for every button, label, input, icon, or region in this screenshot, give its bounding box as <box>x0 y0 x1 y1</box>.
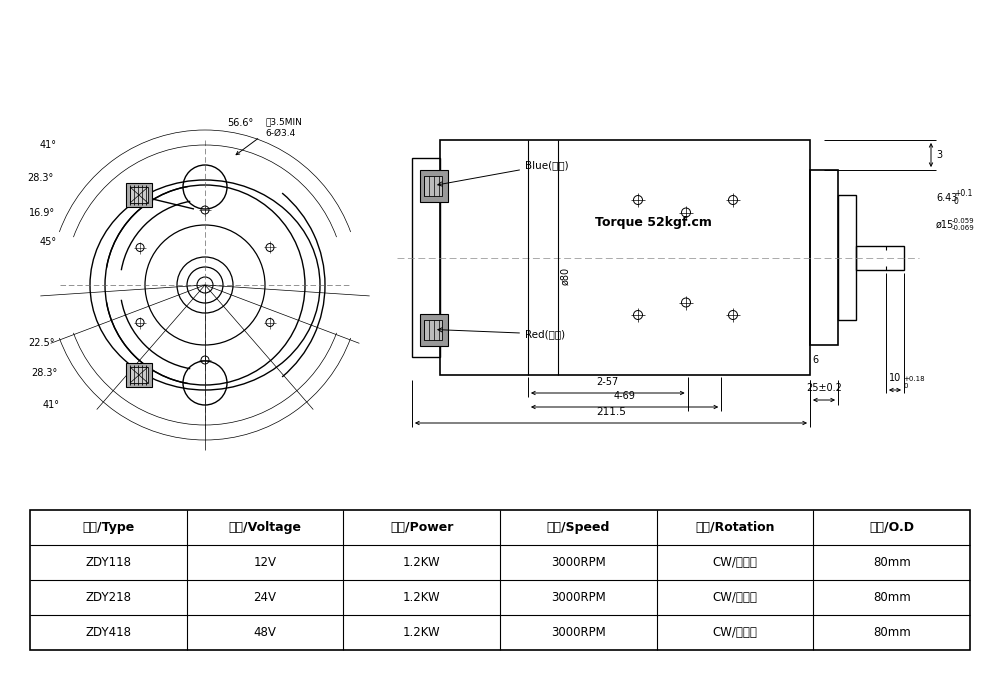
Text: 45°: 45° <box>40 237 57 247</box>
Text: 41°: 41° <box>43 400 60 410</box>
Bar <box>30 510 970 650</box>
Text: 10: 10 <box>889 373 901 383</box>
Text: 转速/Speed: 转速/Speed <box>547 521 610 534</box>
Text: 56.6°: 56.6° <box>227 118 253 128</box>
Bar <box>838 195 856 320</box>
Text: 0: 0 <box>954 196 959 205</box>
Bar <box>810 170 838 345</box>
Text: 3000RPM: 3000RPM <box>551 626 606 639</box>
Text: 深3.5MIN: 深3.5MIN <box>265 117 302 126</box>
Text: ZDY418: ZDY418 <box>85 626 131 639</box>
Bar <box>424 319 442 339</box>
Text: 211.5: 211.5 <box>596 407 626 417</box>
Text: 6-Ø3.4: 6-Ø3.4 <box>265 128 295 137</box>
Text: 功率/Power: 功率/Power <box>390 521 453 534</box>
Text: 1.2KW: 1.2KW <box>403 556 440 569</box>
Text: CW/顺时针: CW/顺时针 <box>713 556 757 569</box>
Bar <box>130 367 148 383</box>
Text: 80mm: 80mm <box>873 556 911 569</box>
Text: 外径/O.D: 外径/O.D <box>869 521 914 534</box>
Text: 转向/Rotation: 转向/Rotation <box>695 521 775 534</box>
Text: 2-57: 2-57 <box>597 377 619 387</box>
Text: Torque 52kgf.cm: Torque 52kgf.cm <box>595 216 712 229</box>
Text: 28.3°: 28.3° <box>27 173 53 183</box>
Text: ZDY218: ZDY218 <box>85 591 131 604</box>
Text: 1.2KW: 1.2KW <box>403 626 440 639</box>
Text: 25±0.2: 25±0.2 <box>806 383 842 393</box>
Text: 12V: 12V <box>254 556 276 569</box>
Bar <box>126 363 152 387</box>
Text: ø80: ø80 <box>560 267 570 284</box>
Bar <box>440 140 810 375</box>
Text: 16.9°: 16.9° <box>29 208 55 218</box>
Text: 3: 3 <box>936 150 942 160</box>
Text: 电压/Voltage: 电压/Voltage <box>228 521 302 534</box>
Bar <box>424 175 442 196</box>
Bar <box>412 158 440 357</box>
Text: 24V: 24V <box>254 591 276 604</box>
Text: 型号/Type: 型号/Type <box>82 521 134 534</box>
Text: 1.2KW: 1.2KW <box>403 591 440 604</box>
Text: 0: 0 <box>903 383 908 389</box>
Text: 6.43: 6.43 <box>936 193 957 203</box>
Bar <box>126 183 152 207</box>
Bar <box>856 245 904 269</box>
Text: Red(红色): Red(红色) <box>438 328 565 339</box>
Text: CW/顺时针: CW/顺时针 <box>713 591 757 604</box>
Text: 28.3°: 28.3° <box>31 368 57 378</box>
Text: +0.18: +0.18 <box>903 376 925 382</box>
Text: 3000RPM: 3000RPM <box>551 556 606 569</box>
Text: ZDY118: ZDY118 <box>85 556 131 569</box>
Text: -0.059: -0.059 <box>952 218 975 224</box>
Bar <box>130 187 148 203</box>
Bar <box>420 313 448 346</box>
Text: 48V: 48V <box>254 626 276 639</box>
Text: Blue(蓝色): Blue(蓝色) <box>438 160 569 186</box>
Text: 4-69: 4-69 <box>614 391 636 401</box>
Text: +0.1: +0.1 <box>954 190 972 199</box>
Bar <box>420 170 448 201</box>
Text: -0.069: -0.069 <box>952 225 975 231</box>
Text: 80mm: 80mm <box>873 591 911 604</box>
Text: 22.5°: 22.5° <box>28 338 55 348</box>
Text: 6: 6 <box>812 355 818 365</box>
Text: CW/顺时针: CW/顺时针 <box>713 626 757 639</box>
Text: ø15: ø15 <box>936 220 954 230</box>
Text: 41°: 41° <box>40 140 57 150</box>
Text: 3000RPM: 3000RPM <box>551 591 606 604</box>
Text: 80mm: 80mm <box>873 626 911 639</box>
